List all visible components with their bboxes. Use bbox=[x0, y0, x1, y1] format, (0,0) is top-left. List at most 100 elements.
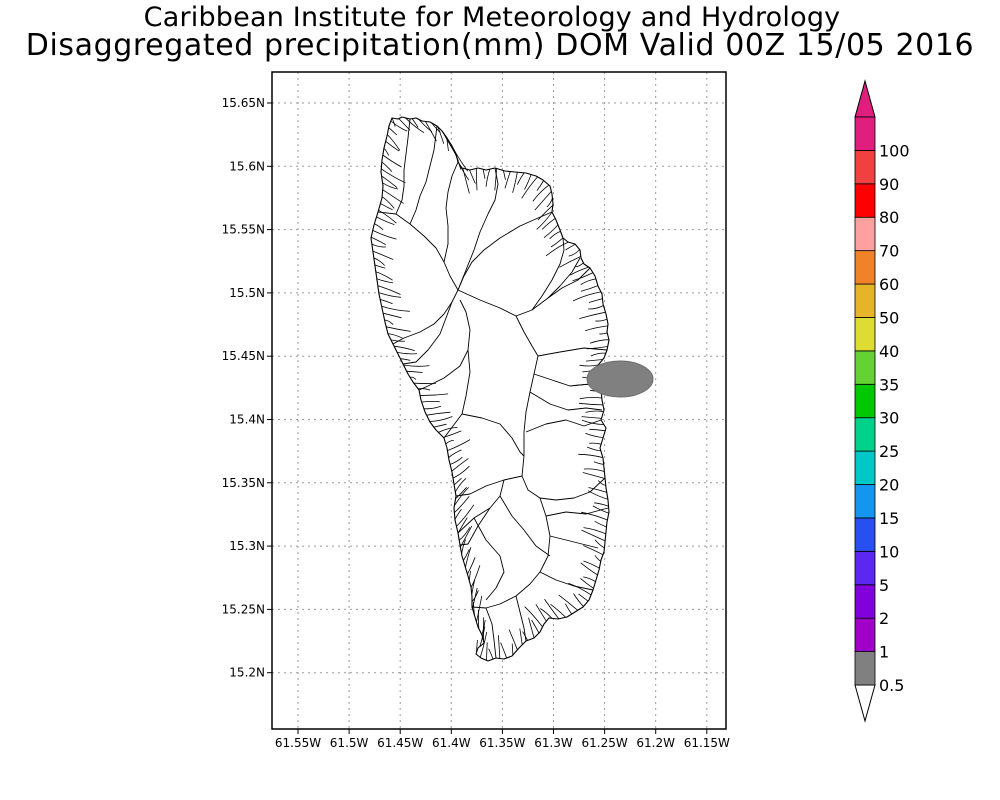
coastal-catchment-line bbox=[524, 174, 532, 190]
coastal-catchment-line bbox=[437, 126, 445, 144]
coastal-catchment-line bbox=[544, 598, 560, 620]
coastal-catchment-line bbox=[572, 272, 594, 282]
coastal-catchment-line bbox=[387, 134, 401, 151]
coastal-catchment-line bbox=[373, 257, 385, 266]
coastal-catchment-line bbox=[371, 243, 387, 248]
coastal-catchment-line bbox=[470, 565, 481, 588]
lon-tick-label: 61.3W bbox=[534, 736, 573, 750]
colorbar-level-label: 1 bbox=[879, 643, 889, 662]
coastal-catchment-line bbox=[504, 171, 511, 189]
coastal-catchment-line bbox=[583, 527, 606, 535]
colorbar-swatch bbox=[854, 651, 876, 686]
island-outline-dominica bbox=[370, 116, 610, 662]
coastal-catchment-line bbox=[377, 285, 401, 295]
coastal-catchment-line bbox=[593, 461, 604, 465]
colorbar-swatch bbox=[854, 517, 876, 552]
coastal-catchment-line bbox=[456, 504, 475, 527]
colorbar-level-label: 90 bbox=[879, 175, 899, 194]
coastal-catchment-line bbox=[471, 590, 479, 602]
colorbar-level-label: 35 bbox=[879, 375, 899, 394]
coastal-catchment-line bbox=[383, 312, 402, 319]
coastal-catchment-line bbox=[488, 648, 494, 660]
coastal-catchment-line bbox=[541, 218, 556, 230]
coastal-catchment-line bbox=[382, 182, 399, 190]
colorbar-level-label: 40 bbox=[879, 342, 899, 361]
coastal-catchment-line bbox=[409, 376, 417, 380]
coastal-catchment-line bbox=[572, 291, 601, 302]
watershed-boundaries bbox=[377, 118, 609, 659]
coastal-catchment-line bbox=[429, 416, 453, 422]
colorbar-level-label: 25 bbox=[879, 442, 899, 461]
coastal-catchment-line bbox=[588, 487, 607, 493]
coastal-catchment-line bbox=[443, 430, 462, 438]
coastal-catchment-line bbox=[479, 626, 486, 647]
coastal-catchment-line bbox=[580, 562, 598, 576]
coastal-catchment-line bbox=[411, 118, 419, 128]
coastal-catchment-line bbox=[531, 619, 540, 634]
lat-tick-label: 15.3N bbox=[229, 539, 265, 553]
coastal-catchment-line bbox=[568, 582, 592, 596]
colorbar-level-label: 10 bbox=[879, 542, 899, 561]
coastal-catchment-line bbox=[580, 278, 596, 285]
coastal-catchment-line bbox=[475, 168, 478, 191]
coastal-catchment-line bbox=[384, 319, 394, 325]
coastal-catchment-line bbox=[378, 209, 397, 224]
colorbar-swatch bbox=[854, 350, 876, 385]
coastal-catchment-line bbox=[558, 594, 578, 611]
coastal-catchment-line bbox=[581, 419, 604, 425]
colorbar-level-label: 30 bbox=[879, 409, 899, 428]
coastal-catchment-line bbox=[454, 496, 470, 513]
coastal-catchment-line bbox=[534, 191, 552, 211]
colorbar-level-label: 70 bbox=[879, 242, 899, 261]
coastal-catchment-line bbox=[590, 352, 606, 357]
lon-tick-label: 61.45W bbox=[377, 736, 423, 750]
coastal-catchment-line bbox=[467, 557, 476, 575]
coastal-catchment-line bbox=[372, 250, 394, 260]
coastal-catchment-line bbox=[579, 311, 606, 319]
lon-tick-label: 61.35W bbox=[479, 736, 525, 750]
coastal-catchment-line bbox=[380, 203, 393, 211]
coastal-catchment-line bbox=[579, 397, 602, 400]
coastal-catchment-line bbox=[423, 405, 442, 410]
coastal-catchment-line bbox=[425, 121, 437, 142]
lat-tick-label: 15.4N bbox=[229, 413, 265, 427]
coastal-catchment-line bbox=[438, 427, 458, 433]
coastal-catchment-line bbox=[465, 547, 472, 568]
coastal-catchment-line bbox=[549, 231, 561, 240]
coastal-catchment-line bbox=[503, 170, 506, 180]
colorbar-swatch bbox=[854, 116, 876, 151]
coastal-catchment-line bbox=[594, 555, 601, 562]
colorbar-level-label: 80 bbox=[879, 208, 899, 227]
colorbar-upper-extension bbox=[854, 79, 876, 118]
coastal-catchment-line bbox=[589, 339, 609, 344]
coastal-catchment-line bbox=[421, 400, 440, 403]
coastal-catchment-line bbox=[524, 606, 543, 628]
coastal-catchment-line bbox=[388, 127, 398, 136]
coastal-catchment-line bbox=[550, 603, 566, 618]
lat-tick-label: 15.2N bbox=[229, 666, 265, 680]
coastal-catchment-line bbox=[581, 529, 606, 542]
coastal-catchment-line bbox=[581, 416, 602, 419]
coastal-catchment-line bbox=[587, 490, 609, 500]
coastal-catchment-line bbox=[517, 172, 525, 185]
coastal-catchment-line bbox=[468, 571, 471, 581]
coastal-catchment-line bbox=[451, 458, 469, 472]
coastal-catchment-line bbox=[426, 411, 451, 416]
coastal-catchment-line bbox=[445, 440, 454, 445]
colorbar-level-label: 20 bbox=[879, 476, 899, 495]
colorbar-swatch bbox=[854, 383, 876, 419]
colorbar-level-label: 0.5 bbox=[879, 676, 904, 695]
coastal-catchment-line bbox=[594, 502, 609, 507]
coastal-catchment-line bbox=[371, 236, 386, 245]
lon-tick-label: 61.55W bbox=[275, 736, 321, 750]
coastal-catchment-line bbox=[454, 478, 467, 493]
coastal-catchment-line bbox=[565, 243, 576, 251]
lat-tick-label: 15.55N bbox=[222, 223, 265, 237]
coastal-catchment-line bbox=[500, 642, 507, 659]
coastal-catchment-line bbox=[381, 175, 398, 188]
coastal-catchment-line bbox=[537, 205, 554, 221]
coastal-catchment-line bbox=[535, 604, 547, 622]
coastal-catchment-line bbox=[565, 603, 573, 615]
coastal-catchment-line bbox=[400, 358, 411, 361]
